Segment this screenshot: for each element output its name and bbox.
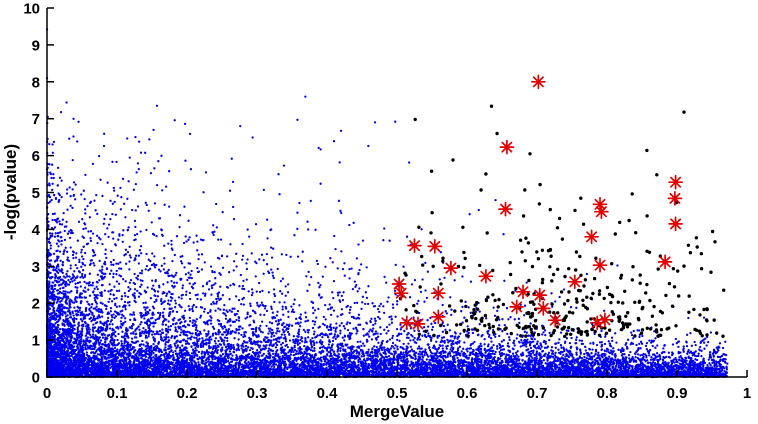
x-tick-label: 0.2 xyxy=(177,385,198,402)
x-tick-label: 0.5 xyxy=(387,385,408,402)
x-tick-label: 0.8 xyxy=(597,385,618,402)
x-axis-label: MergeValue xyxy=(350,402,445,421)
y-tick-label: 7 xyxy=(32,111,40,128)
axis-lines xyxy=(46,8,747,378)
data-points-layer xyxy=(45,28,729,379)
y-tick-label: 6 xyxy=(32,148,40,165)
y-tick-label: 3 xyxy=(32,259,40,276)
x-tick-label: 0.4 xyxy=(317,385,339,402)
black-point-cloud xyxy=(398,104,726,339)
red-asterisk-markers xyxy=(391,74,683,332)
y-tick-label: 4 xyxy=(32,222,41,239)
x-tick-label: 0.9 xyxy=(667,385,688,402)
y-tick-label: 2 xyxy=(32,296,40,313)
x-tick-label: 0.3 xyxy=(247,385,268,402)
x-tick-label: 0 xyxy=(43,385,51,402)
y-tick-label: 0 xyxy=(32,370,40,387)
y-tick-label: 9 xyxy=(32,37,40,54)
y-tick-label: 10 xyxy=(23,1,40,18)
y-axis-label: -log(pvalue) xyxy=(1,144,20,240)
x-tick-label: 1 xyxy=(743,385,751,402)
x-tick-label: 0.6 xyxy=(457,385,478,402)
axes-layer: 0 1 2 3 4 5 6 7 8 9 10 0 0.1 0.2 0.3 0.4 0.5 0.6 0.7 0.8 0.9… xyxy=(23,1,751,403)
x-tick-label: 0.1 xyxy=(107,385,128,402)
x-tick-label: 0.7 xyxy=(527,385,548,402)
y-tick-label: 5 xyxy=(32,185,40,202)
y-tick-label: 1 xyxy=(32,333,40,350)
y-tick-label: 8 xyxy=(32,74,40,91)
blue-point-cloud xyxy=(45,28,729,379)
